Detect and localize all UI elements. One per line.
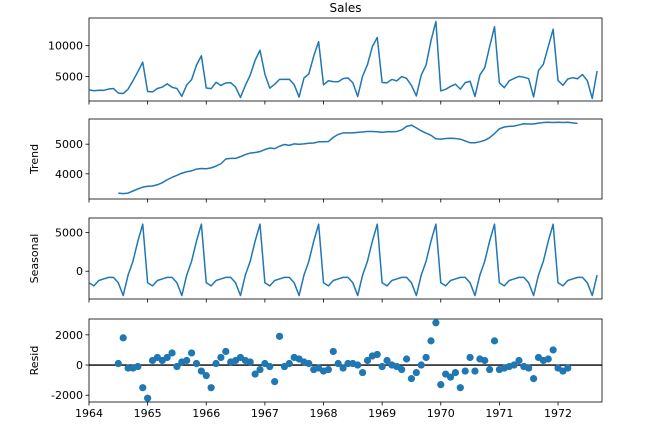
x-tick-label: 1971 (485, 407, 513, 420)
x-tick-label: 1968 (310, 407, 338, 420)
resid-point (564, 364, 572, 372)
y-tick-label: 0 (76, 359, 83, 372)
axes-frame (88, 217, 603, 300)
resid-point (412, 368, 420, 377)
resid-point (197, 367, 205, 375)
resid-point (432, 319, 440, 327)
series-line (89, 223, 598, 297)
resid-point (456, 384, 464, 392)
resid-point (139, 384, 147, 392)
resid-point (515, 356, 523, 365)
y-axis-label: Resid (28, 346, 41, 376)
x-tick-label: 1964 (75, 407, 103, 420)
resid-point (183, 356, 191, 365)
y-axis-label: Trend (28, 144, 41, 175)
resid-point (398, 365, 406, 374)
series-line (89, 20, 598, 100)
resid-point (212, 359, 220, 368)
y-tick-label: 5000 (55, 70, 83, 83)
resid-point (222, 347, 230, 356)
resid-point (427, 337, 435, 345)
resid-point (378, 362, 386, 371)
resid-point (471, 367, 479, 375)
resid-point (256, 365, 264, 374)
y-tick-label: 5000 (55, 227, 83, 240)
resid-point (339, 364, 347, 372)
resid-point (510, 361, 518, 369)
resid-point (383, 356, 391, 365)
y-tick-label: 4000 (55, 168, 83, 181)
resid-point (114, 359, 122, 368)
resid-point (461, 367, 469, 375)
panel-2: 4000 5000 Trend (28, 118, 603, 203)
y-tick-label: 0 (76, 265, 83, 278)
resid-point (217, 353, 225, 362)
resid-point (363, 356, 372, 365)
resid-point (202, 371, 210, 380)
resid-point (275, 332, 284, 340)
resid-point (134, 362, 142, 371)
axes-frame (88, 118, 603, 200)
resid-point (251, 370, 259, 378)
resid-point (529, 375, 538, 383)
x-tick-label: 1972 (544, 407, 572, 420)
y-tick-label: 5000 (55, 138, 83, 151)
resid-point (334, 359, 342, 368)
resid-point (402, 355, 411, 363)
y-tick-label: -2000 (51, 389, 83, 402)
resid-point (486, 365, 494, 374)
resid-point (207, 384, 215, 392)
panel-3: 0 5000 Seasonal (28, 217, 603, 303)
resid-point (373, 350, 381, 359)
resid-point (144, 394, 152, 402)
axes-frame (88, 318, 603, 403)
resid-point (192, 359, 201, 368)
resid-point (437, 381, 445, 389)
y-tick-label: 10000 (48, 40, 83, 53)
resid-point (446, 373, 455, 381)
resid-point (466, 353, 474, 362)
resid-point (525, 364, 533, 372)
resid-point (329, 347, 337, 356)
axes-frame (88, 17, 603, 102)
resid-point (544, 355, 552, 363)
resid-point (324, 365, 332, 374)
resid-point (266, 362, 274, 371)
y-axis-label: Seasonal (28, 234, 41, 284)
resid-point (305, 359, 313, 368)
x-tick-label: 1967 (251, 407, 279, 420)
panel-4: 1964 1965 1966 1967 1968 1969 1970 1971 1972 -200… (28, 318, 603, 420)
resid-point (481, 356, 489, 365)
resid-point (187, 349, 196, 357)
x-tick-label: 1966 (192, 407, 220, 420)
resid-point (354, 361, 362, 369)
x-tick-label: 1969 (368, 407, 396, 420)
x-tick-label: 1970 (427, 407, 455, 420)
resid-point (119, 334, 127, 342)
resid-point (407, 375, 416, 383)
resid-point (271, 378, 279, 386)
x-tick-label: 1965 (134, 407, 162, 420)
resid-point (549, 346, 557, 354)
y-tick-label: 2000 (55, 329, 83, 342)
series-line (118, 121, 578, 195)
resid-point (285, 359, 293, 368)
panel-1: 5000 10000 Sales (48, 1, 603, 105)
resid-point (358, 368, 367, 377)
panels-group: 5000 10000 Sales 4000 5000 Trend 0 5000 Seasonal… (28, 1, 603, 420)
resid-point (173, 362, 181, 371)
panel-title: Sales (330, 1, 362, 15)
resid-point (490, 337, 499, 345)
resid-point (451, 368, 460, 377)
resid-point (163, 353, 171, 362)
resid-point (168, 349, 176, 357)
resid-point (417, 361, 425, 369)
resid-point (246, 358, 254, 366)
resid-point (422, 353, 430, 362)
